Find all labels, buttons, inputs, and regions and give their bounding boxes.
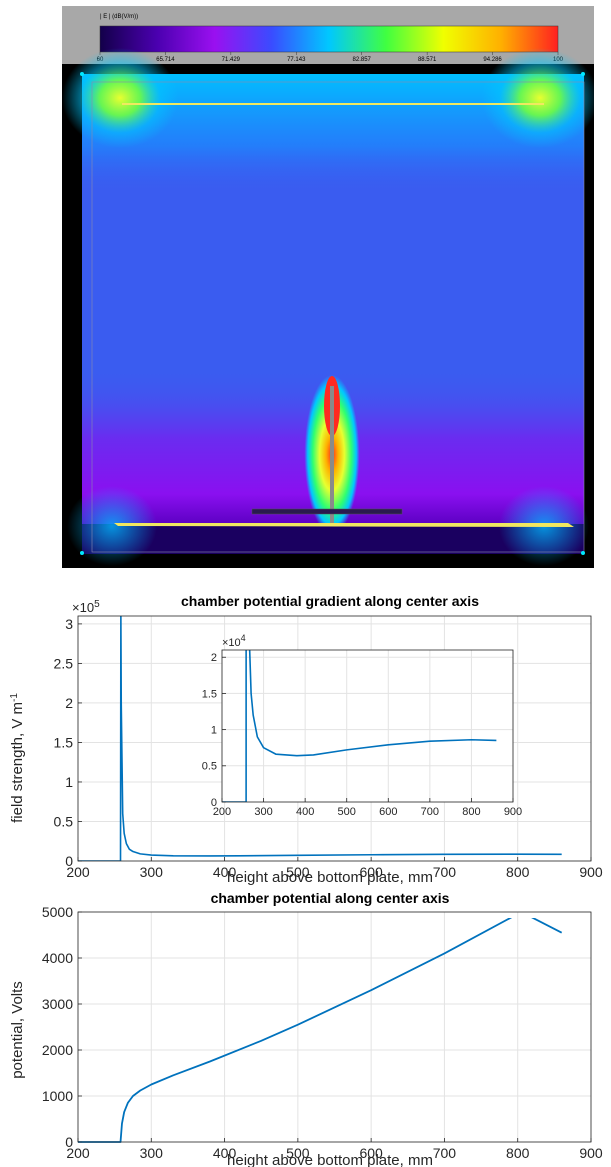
- x-tick-label: 200: [66, 864, 90, 880]
- x-tick-label: 600: [359, 864, 383, 880]
- inset-x-tick-label: 800: [462, 806, 480, 818]
- x-tick-label: 500: [286, 1145, 310, 1161]
- hotspot-top-right: [482, 48, 594, 148]
- x-tick-label: 700: [433, 864, 457, 880]
- inset-y-tick-label: 0: [211, 797, 217, 809]
- colorbar-tick-label: 94.286: [483, 57, 502, 63]
- data-line: [78, 918, 563, 1143]
- colorbar-tick-label: 65.714: [156, 57, 175, 63]
- inset-y-tick-label: 2: [211, 652, 217, 664]
- hotspot-top-left: [62, 48, 178, 148]
- inset-y-tick-label: 1: [211, 724, 217, 736]
- colorbar-gradient: [99, 25, 559, 53]
- inset-x-tick-label: 600: [379, 806, 397, 818]
- y-tick-label: 4000: [42, 950, 73, 966]
- x-tick-label: 900: [579, 1145, 603, 1161]
- y-tick-label: 1: [65, 774, 73, 790]
- inset-plot-area: [222, 650, 513, 802]
- axes-box: [77, 911, 592, 1143]
- corner-marker: [581, 72, 585, 76]
- inset-x-tick-label: 400: [296, 806, 314, 818]
- data-line: [78, 616, 562, 861]
- colorbar: | E | (dB(V/m)) 6065.71471.42977.14382.8…: [62, 6, 594, 72]
- inset-x-tick-label: 300: [254, 806, 272, 818]
- inset-y-tick-label: 0.5: [202, 761, 217, 773]
- y-tick-label: 5000: [42, 904, 73, 920]
- y-tick-label: 0: [65, 853, 73, 869]
- y-tick-label: 1000: [42, 1088, 73, 1104]
- electrode-disc: [251, 508, 403, 515]
- x-tick-label: 700: [433, 1145, 457, 1161]
- inset-x-tick-label: 500: [338, 806, 356, 818]
- x-axis-label: height above bottom plate, mm: [227, 869, 433, 886]
- y-axis-label: potential, Volts: [9, 981, 26, 1079]
- inset-data-line: [222, 650, 497, 802]
- inset-x-tick-label: 200: [213, 806, 231, 818]
- field-domain: [62, 48, 594, 566]
- inset-y-multiplier: ×104: [222, 633, 246, 649]
- y-tick-label: 3000: [42, 996, 73, 1012]
- x-tick-label: 300: [140, 1145, 164, 1161]
- y-tick-label: 0: [65, 1134, 73, 1150]
- y-tick-label: 3: [65, 616, 73, 632]
- x-tick-label: 800: [506, 1145, 530, 1161]
- x-axis-label: height above bottom plate, mm: [227, 1152, 433, 1167]
- colorbar-tick-label: 82.857: [353, 57, 372, 63]
- y-tick-label: 2.5: [54, 655, 74, 671]
- axes-box: [77, 615, 592, 862]
- corner-marker: [80, 551, 84, 555]
- x-tick-label: 200: [66, 1145, 90, 1161]
- plot-area: [78, 912, 591, 1142]
- domain-inner-border: [91, 81, 585, 553]
- x-tick-label: 400: [213, 1145, 237, 1161]
- x-tick-label: 400: [213, 864, 237, 880]
- gradient-chart: 200 300 400 500 600 700 800 900 0 0.5 1 1.5 2 2.5 3 ch…: [9, 593, 603, 886]
- y-axis-label: field strength, V m-1: [9, 693, 27, 823]
- field-simulation-view: | E | (dB(V/m)) 6065.71471.42977.14382.8…: [62, 6, 594, 568]
- x-tick-label: 900: [579, 864, 603, 880]
- y-tick-label: 2: [65, 695, 73, 711]
- colorbar-tick-label: 77.143: [287, 57, 306, 63]
- potential-chart: 200 300 400 500 600 700 800 900 0 1000 2000 3000 400…: [9, 890, 603, 1167]
- colorbar-title: | E | (dB(V/m)): [100, 14, 138, 20]
- colorbar-tick-label: 88.571: [418, 57, 437, 63]
- glow-bottom-left: [67, 486, 157, 566]
- y-tick-label: 2000: [42, 1042, 73, 1058]
- corner-marker: [581, 551, 585, 555]
- y-tick-label: 1.5: [54, 734, 74, 750]
- corner-marker: [80, 72, 84, 76]
- colorbar-tick-label: 71.429: [222, 57, 241, 63]
- x-tick-label: 800: [506, 864, 530, 880]
- x-tick-label: 500: [286, 864, 310, 880]
- x-tick-label: 300: [140, 864, 164, 880]
- inset-axes-box: [221, 649, 514, 803]
- electrode-rod: [330, 386, 334, 524]
- chart-title: chamber potential along center axis: [211, 890, 450, 906]
- x-tick-label: 600: [359, 1145, 383, 1161]
- inset-x-tick-label: 700: [421, 806, 439, 818]
- inset-y-tick-label: 1.5: [202, 688, 217, 700]
- y-axis-multiplier: ×105: [72, 599, 100, 616]
- y-tick-label: 0.5: [54, 813, 74, 829]
- chart-title: chamber potential gradient along center …: [181, 593, 479, 609]
- bottom-plate: [114, 523, 574, 527]
- inset-x-tick-label: 900: [504, 806, 522, 818]
- colorbar-divider: [62, 64, 594, 72]
